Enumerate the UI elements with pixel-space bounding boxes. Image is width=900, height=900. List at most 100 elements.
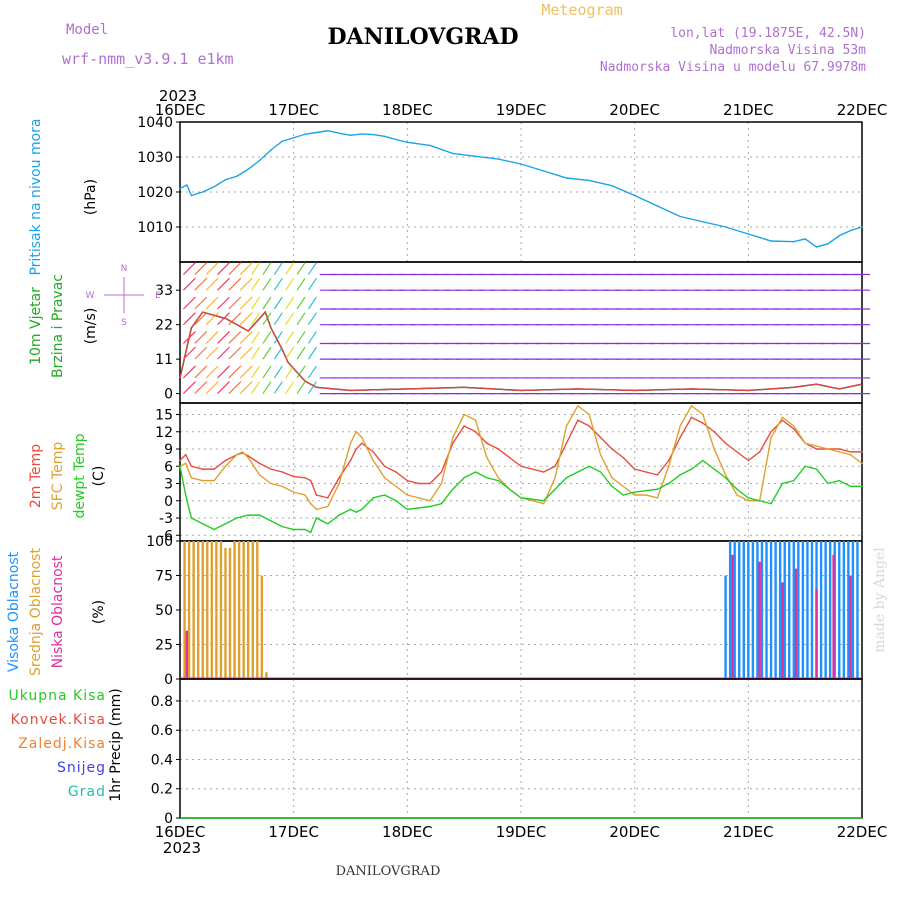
data-point [793, 425, 795, 427]
data-point [724, 442, 727, 444]
data-point [838, 479, 840, 482]
wind-ylabel-2: Brzina i Pravac [50, 274, 66, 378]
data-point [304, 477, 306, 479]
wind-barb [205, 346, 219, 360]
y-tick-label: 0 [164, 387, 173, 403]
wind-barb [217, 277, 230, 291]
y-tick-label: 11 [155, 352, 173, 368]
data-point [338, 514, 340, 516]
data-point [270, 520, 272, 522]
data-point [361, 442, 363, 444]
data-point [463, 477, 465, 479]
data-point [611, 477, 613, 479]
data-point [338, 132, 340, 134]
precip-legend-entry: Konvek.Kisa [11, 712, 106, 728]
model-elevation-text: Nadmorska Visina u modelu 67.9978m [600, 60, 866, 75]
wind-barb [296, 262, 306, 275]
data-point [588, 179, 590, 182]
cloud-bar [256, 541, 259, 679]
data-point [861, 462, 863, 465]
wind-barb [194, 381, 208, 395]
time-tick-label-top: 18DEC [382, 101, 433, 119]
cloud-bar [760, 541, 764, 679]
data-point [349, 442, 352, 444]
data-point [520, 497, 522, 499]
cloud-bar [824, 541, 827, 679]
y-tick-label: 3 [164, 477, 173, 493]
y-tick-label: 1040 [137, 115, 173, 131]
data-point [372, 459, 374, 462]
cloud-bar [242, 541, 245, 679]
data-point [497, 479, 499, 482]
wind-barb [273, 296, 283, 310]
data-point [315, 508, 318, 511]
compass-south-label: S [121, 318, 127, 328]
data-point [611, 448, 613, 450]
wind-speed-line [179, 310, 863, 392]
data-point [224, 179, 227, 181]
data-point [355, 448, 357, 450]
data-point [310, 502, 312, 505]
time-tick-label-bottom: 17DEC [268, 823, 319, 841]
wind-barb [205, 262, 219, 275]
wind-barb [194, 365, 208, 379]
pressure-unit: (hPa) [83, 179, 99, 215]
data-point [690, 416, 693, 419]
data-point [543, 502, 545, 505]
data-point [315, 131, 318, 134]
time-tick-label-top: 19DEC [496, 101, 547, 119]
data-point [349, 459, 352, 462]
wind-barb [182, 277, 196, 291]
data-point [463, 413, 465, 416]
wind-barb [285, 262, 295, 275]
wind-barb [307, 381, 317, 394]
wind-barb [239, 365, 253, 379]
data-point [292, 137, 295, 139]
panel-pressure: 1010 1020 1030 1040 [137, 115, 863, 263]
time-tick-label-top: 20DEC [609, 101, 660, 119]
y-tick-label: 0 [164, 811, 173, 827]
cloud-bar [215, 541, 218, 679]
cloud-unit: (%) [91, 600, 107, 624]
cloud-bar [233, 541, 236, 679]
cloud-bar [187, 541, 191, 679]
cloud-bar [801, 541, 805, 679]
data-point [736, 494, 738, 496]
cloud-bar [228, 547, 232, 679]
panel-clouds: 0 25 50 75 100 [146, 534, 863, 688]
pressure-ylabel: Pritisak na nivou mora [28, 118, 44, 275]
data-point [588, 425, 590, 427]
data-point [236, 175, 238, 177]
temp-dew-label: dewpt Temp [72, 433, 88, 518]
data-point [679, 474, 681, 476]
data-point [429, 505, 431, 508]
y-tick-label: 12 [155, 425, 173, 441]
data-point [315, 517, 318, 519]
cloud-bar [237, 541, 241, 679]
data-point [520, 163, 522, 165]
data-point [429, 482, 431, 485]
y-tick-label: 1030 [137, 150, 173, 166]
data-point [292, 475, 295, 478]
wind-barb [205, 277, 219, 291]
model-label: Model [66, 22, 108, 38]
data-point [804, 238, 806, 240]
data-point [747, 500, 750, 502]
data-point [186, 184, 188, 186]
wind-barb [262, 331, 272, 344]
data-point [588, 465, 590, 467]
data-point [429, 500, 431, 502]
wind-barb [262, 312, 272, 325]
year-label-top: 2023 [159, 87, 197, 105]
data-point [497, 448, 499, 450]
data-point [508, 488, 511, 490]
data-point [849, 485, 852, 488]
data-point [440, 482, 443, 485]
data-point [838, 448, 840, 450]
time-tick-label-top: 17DEC [268, 101, 319, 119]
precip-legend-entry: Ukupna Kisa [8, 688, 106, 704]
data-point [793, 479, 795, 482]
data-point [679, 215, 681, 218]
data-point [724, 474, 727, 476]
data-point [656, 488, 659, 490]
